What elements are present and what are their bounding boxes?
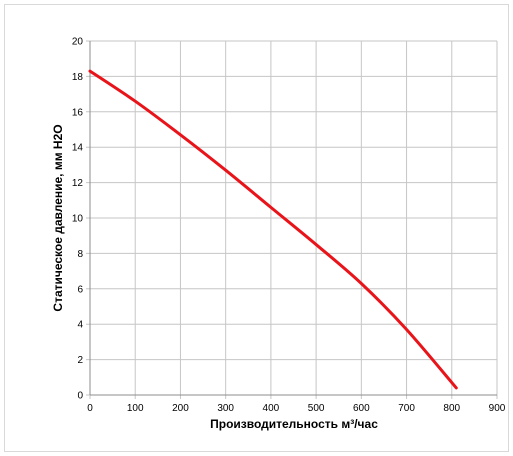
chart-frame (4, 4, 509, 452)
x-tick-label: 300 (217, 403, 234, 414)
y-tick-label: 10 (72, 214, 84, 225)
y-tick-label: 16 (72, 107, 84, 118)
x-tick-label: 600 (353, 403, 370, 414)
series-line (88, 69, 458, 390)
x-tick-label: 100 (127, 403, 144, 414)
y-tick-label: 14 (72, 143, 84, 154)
x-tick-label: 200 (172, 403, 189, 414)
y-tick-label: 2 (77, 355, 83, 366)
y-tick-label: 6 (77, 284, 83, 295)
y-tick-label: 18 (72, 72, 84, 83)
x-tick-label: 700 (398, 403, 415, 414)
series-layer (88, 69, 458, 390)
y-tick-label: 8 (77, 249, 83, 260)
y-tick-label: 12 (72, 178, 84, 189)
y-tick-label: 4 (77, 320, 83, 331)
x-axis-label: Производительность м³/час (210, 417, 378, 431)
y-axis-label: Статическое давление, мм H2O (51, 124, 65, 311)
y-tick-label: 20 (72, 37, 84, 48)
x-tick-label: 0 (87, 403, 93, 414)
x-tick-label: 800 (443, 403, 460, 414)
y-tick-label: 0 (77, 391, 83, 402)
grid (86, 40, 498, 399)
x-tick-label: 500 (308, 403, 325, 414)
x-tick-label: 900 (489, 403, 506, 414)
x-tick-label: 400 (263, 403, 280, 414)
